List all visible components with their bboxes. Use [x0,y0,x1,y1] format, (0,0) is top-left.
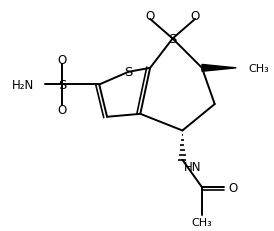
Text: O: O [190,10,200,23]
Text: S: S [124,66,133,79]
Text: CH₃: CH₃ [248,64,269,73]
Text: CH₃: CH₃ [192,218,212,228]
Text: S: S [58,79,66,91]
Text: H₂N: H₂N [12,79,34,91]
Text: O: O [145,10,155,23]
Text: S: S [169,33,177,46]
Text: O: O [58,53,67,66]
Text: O: O [58,104,67,117]
Text: O: O [229,181,238,194]
Text: HN: HN [184,161,202,173]
Polygon shape [202,65,236,72]
